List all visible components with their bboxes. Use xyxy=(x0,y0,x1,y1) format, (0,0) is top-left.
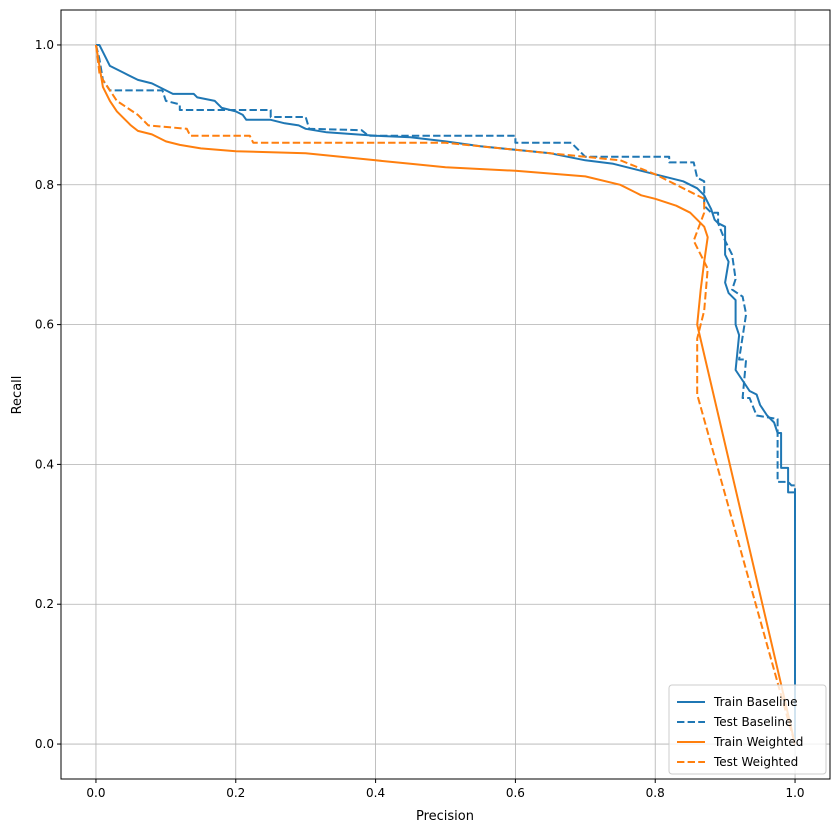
x-tick-label: 0.0 xyxy=(86,786,105,800)
y-axis-label: Recall xyxy=(10,376,25,415)
y-tick-label: 0.0 xyxy=(35,737,54,751)
legend-label-train-weighted: Train Weighted xyxy=(713,735,803,749)
plot-frame xyxy=(60,9,831,780)
y-ticks: 0.0 0.2 0.4 0.6 0.8 1.0 xyxy=(35,38,61,751)
legend-label-test-weighted: Test Weighted xyxy=(713,755,798,769)
series-line-test-baseline xyxy=(95,44,796,744)
legend-label-train-baseline: Train Baseline xyxy=(713,695,797,709)
series-line-train-weighted xyxy=(95,44,796,745)
grid xyxy=(61,10,830,779)
y-tick-label: 0.8 xyxy=(35,178,54,192)
x-tick-label: 1.0 xyxy=(785,786,804,800)
x-tick-label: 0.8 xyxy=(646,786,665,800)
x-ticks: 0.0 0.2 0.4 0.6 0.8 1.0 xyxy=(86,779,805,800)
x-axis-label: Precision xyxy=(416,809,474,824)
y-tick-label: 0.2 xyxy=(35,597,54,611)
y-tick-label: 0.4 xyxy=(35,457,54,471)
legend-box xyxy=(668,684,827,775)
x-tick-label: 0.2 xyxy=(226,786,245,800)
x-tick-label: 0.6 xyxy=(506,786,525,800)
x-tick-label: 0.4 xyxy=(366,786,385,800)
series-line-test-weighted xyxy=(95,44,796,745)
series-line-train-baseline xyxy=(96,44,796,744)
y-tick-label: 1.0 xyxy=(35,38,54,52)
legend: Train Baseline Test Baseline Train Weighte… xyxy=(668,684,827,775)
y-tick-label: 0.6 xyxy=(35,318,54,332)
legend-label-test-baseline: Test Baseline xyxy=(713,715,792,729)
series-lines xyxy=(95,44,796,745)
